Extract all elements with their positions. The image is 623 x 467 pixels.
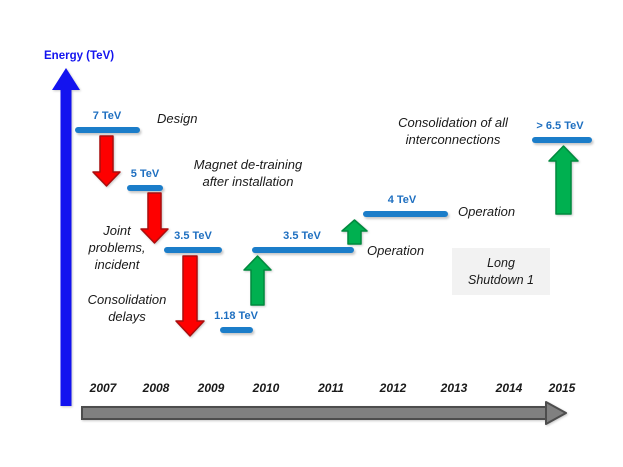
long-shutdown-box: Long Shutdown 1 bbox=[452, 248, 550, 295]
bar-1p18tev bbox=[220, 327, 253, 333]
bar-label-5tev: 5 TeV bbox=[130, 168, 160, 180]
red-down-arrow-5-to-3p5-icon bbox=[140, 192, 169, 244]
operation-3p5-note: Operation bbox=[367, 243, 425, 258]
red-down-arrow-3p5-to-1p18-icon bbox=[175, 255, 205, 337]
year-2012: 2012 bbox=[379, 381, 407, 395]
long-shutdown-label: Long Shutdown 1 bbox=[467, 255, 535, 287]
consolidation-delays-note: Consolidation delays bbox=[87, 292, 167, 325]
bar-label-4tev: 4 TeV bbox=[387, 194, 417, 206]
bar-3p5tev-second bbox=[252, 247, 354, 253]
year-2010: 2010 bbox=[252, 381, 280, 395]
year-2015: 2015 bbox=[548, 381, 576, 395]
year-2008: 2008 bbox=[142, 381, 170, 395]
bar-label-3p5tev-first: 3.5 TeV bbox=[174, 230, 212, 242]
year-2011: 2011 bbox=[318, 381, 344, 395]
design-note: Design bbox=[157, 111, 198, 126]
bar-3p5tev-first bbox=[164, 247, 222, 253]
operation-4-note: Operation bbox=[458, 204, 516, 219]
bar-label-7tev: 7 TeV bbox=[92, 110, 122, 122]
bar-5tev bbox=[127, 185, 163, 191]
year-2009: 2009 bbox=[197, 381, 225, 395]
year-2013: 2013 bbox=[440, 381, 468, 395]
consolidation-all-note: Consolidation of all interconnections bbox=[398, 115, 508, 148]
green-up-arrow-to-6p5-icon bbox=[548, 145, 579, 215]
red-down-arrow-7-to-5-icon bbox=[92, 135, 121, 187]
magnet-detraining-note: Magnet de-training after installation bbox=[193, 157, 303, 190]
bar-4tev bbox=[363, 211, 448, 217]
joint-problems-note: Joint problems, incident bbox=[88, 223, 146, 273]
energy-axis-up-arrow-icon bbox=[52, 68, 80, 406]
bar-label-3p5tev-second: 3.5 TeV bbox=[283, 230, 321, 242]
bar-label-1p18tev: 1.18 TeV bbox=[214, 310, 258, 322]
year-2007: 2007 bbox=[89, 381, 117, 395]
energy-axis-label: Energy (TeV) bbox=[44, 50, 115, 62]
year-2014: 2014 bbox=[495, 381, 523, 395]
bar-label-6p5tev: > 6.5 TeV bbox=[536, 120, 584, 132]
bar-7tev bbox=[75, 127, 140, 133]
timeline-right-arrow-icon bbox=[81, 401, 567, 425]
bar-6p5tev bbox=[532, 137, 592, 143]
green-up-arrow-1p18-to-3p5-icon bbox=[243, 255, 272, 306]
green-up-arrow-3p5-to-4-icon bbox=[341, 219, 368, 245]
